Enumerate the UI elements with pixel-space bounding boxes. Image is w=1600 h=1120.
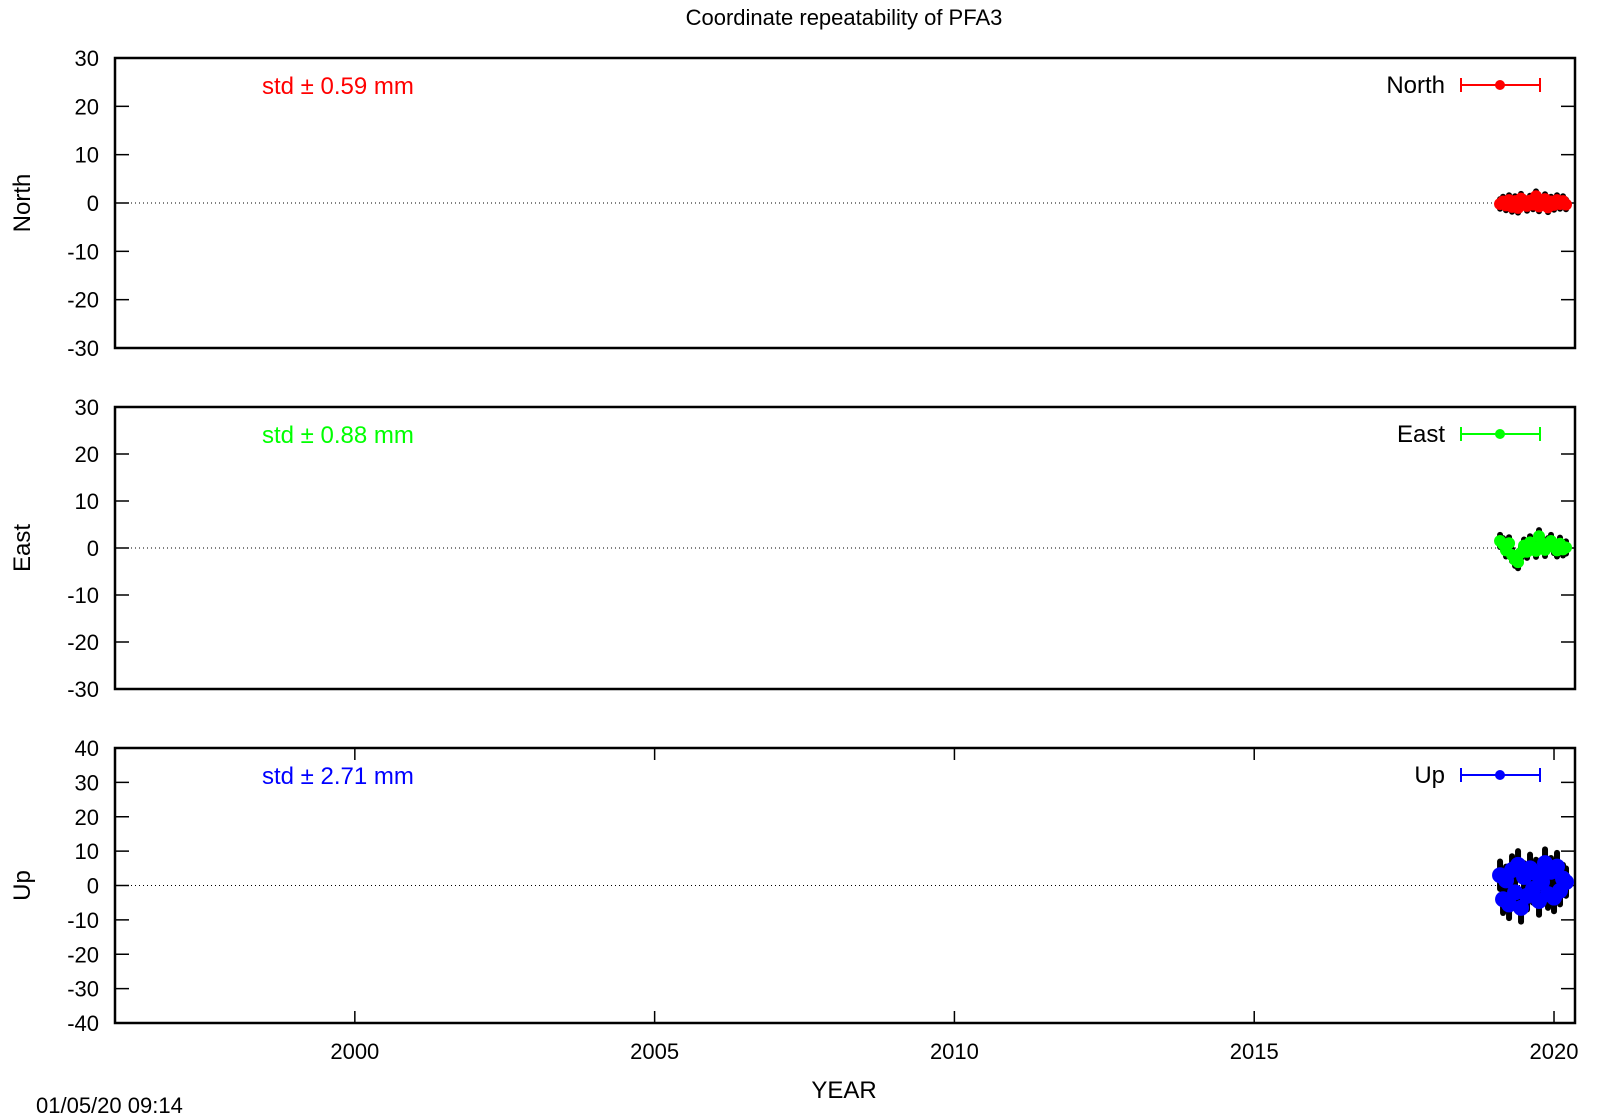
y-tick-label: -20 (67, 630, 99, 655)
panel-east: -30 -20 -10 0 10 20 30 East std ± 0.88 mm East (9, 395, 1577, 702)
y-tick-label: -30 (67, 677, 99, 702)
chart-title: Coordinate repeatability of PFA3 (686, 5, 1003, 30)
y-tick-label: 10 (75, 143, 99, 168)
panel-north: -30 -20 -10 0 10 20 30 North std ± 0.59 mm North (9, 46, 1577, 361)
legend-label: East (1397, 421, 1445, 448)
std-annotation: std ± 0.88 mm (262, 422, 414, 449)
y-tick-label: 30 (75, 395, 99, 420)
data-point (1560, 541, 1573, 554)
y-tick-label: 20 (75, 805, 99, 830)
y-tick-label: -40 (67, 1011, 99, 1036)
data-point (1534, 874, 1551, 891)
legend-label: North (1386, 72, 1445, 99)
data-point (1560, 198, 1573, 211)
std-annotation: std ± 2.71 mm (262, 763, 414, 790)
y-tick-label: 0 (87, 191, 99, 216)
y-tick-label: 30 (75, 46, 99, 71)
y-tick-label: -10 (67, 908, 99, 933)
y-tick-label: 0 (87, 536, 99, 561)
y-axis-label: East (9, 524, 36, 572)
y-axis-label: North (9, 174, 36, 233)
x-tick-label: 2005 (630, 1039, 679, 1064)
data-point (1507, 884, 1524, 901)
x-tick-label: 2015 (1230, 1039, 1279, 1064)
y-tick-label: -20 (67, 288, 99, 313)
x-tick-label: 2000 (330, 1039, 379, 1064)
data-point (1501, 896, 1518, 913)
legend-label: Up (1414, 762, 1445, 789)
y-axis-label: Up (9, 870, 36, 901)
y-tick-label: 30 (75, 770, 99, 795)
series-points (1494, 527, 1573, 572)
y-tick-label: 0 (87, 874, 99, 899)
y-tick-label: 10 (75, 839, 99, 864)
y-tick-label: 40 (75, 736, 99, 761)
y-tick-label: 20 (75, 442, 99, 467)
x-tick-label: 2020 (1530, 1039, 1579, 1064)
y-tick-label: -20 (67, 942, 99, 967)
legend-marker (1495, 770, 1505, 780)
y-tick-label: -10 (67, 239, 99, 264)
data-point (1558, 874, 1575, 891)
data-point (1512, 556, 1525, 569)
data-point (1513, 899, 1530, 916)
y-tick-label: 20 (75, 94, 99, 119)
y-tick-label: -30 (67, 336, 99, 361)
legend-marker (1495, 80, 1505, 90)
legend-marker (1495, 429, 1505, 439)
x-axis-label: YEAR (811, 1077, 876, 1104)
data-point (1510, 856, 1527, 873)
series-points (1492, 846, 1575, 925)
std-annotation: std ± 0.59 mm (262, 73, 414, 100)
series-points (1494, 188, 1573, 216)
y-tick-label: -10 (67, 583, 99, 608)
panel-up: -40 -30 -20 -10 0 10 20 30 40 2000 2005 2010 2015 202… (9, 736, 1578, 1104)
y-tick-label: -30 (67, 977, 99, 1002)
x-tick-label: 2010 (930, 1039, 979, 1064)
data-point (1503, 537, 1516, 550)
y-tick-label: 10 (75, 489, 99, 514)
timestamp: 01/05/20 09:14 (36, 1093, 183, 1118)
data-point (1549, 858, 1566, 875)
